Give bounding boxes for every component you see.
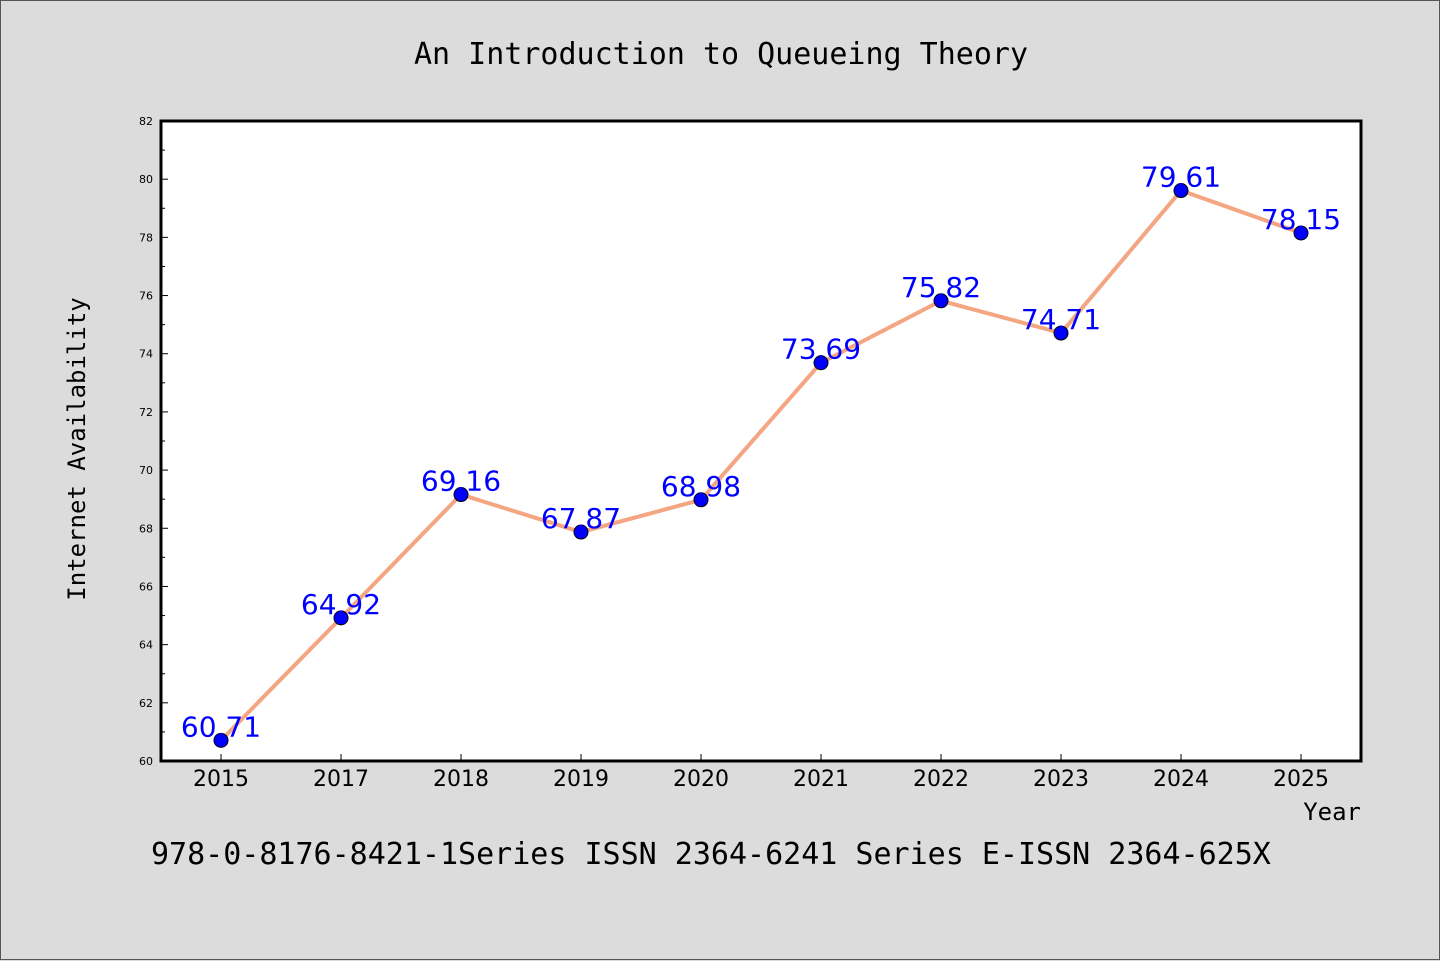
data-point [933, 293, 949, 309]
y-tick-label: 68 [139, 522, 153, 535]
y-tick-label: 82 [139, 115, 153, 128]
data-point [1293, 225, 1309, 241]
data-point [213, 732, 229, 748]
y-axis: 60 62 64 66 68 70 72 74 76 78 80 82 [139, 115, 168, 768]
y-tick-label: 72 [139, 406, 153, 419]
x-axis-label: Year [1303, 798, 1361, 826]
y-tick-label: 70 [139, 464, 153, 477]
y-tick-label: 74 [139, 348, 153, 361]
x-tick-label: 2024 [1153, 767, 1209, 792]
x-tick-label: 2023 [1033, 767, 1089, 792]
data-label: 78.15 [1261, 203, 1341, 236]
data-label: 74.71 [1021, 303, 1101, 336]
plot-area [159, 119, 1363, 763]
data-label: 64.92 [301, 588, 381, 621]
x-tick-label: 2019 [553, 767, 609, 792]
data-point [1053, 325, 1069, 341]
x-tick-label: 2015 [193, 767, 249, 792]
data-point [693, 492, 709, 508]
data-point [573, 524, 589, 540]
y-tick-label: 76 [139, 290, 153, 303]
x-tick-label: 2025 [1273, 767, 1329, 792]
y-tick-label: 62 [139, 697, 153, 710]
y-tick-label: 66 [139, 580, 153, 593]
x-tick-label: 2018 [433, 767, 489, 792]
data-label: 68.98 [661, 470, 741, 503]
y-tick-label: 60 [139, 755, 153, 768]
y-tick-label: 80 [139, 173, 153, 186]
series-layer: 60.71 64.92 69.16 67.87 68.98 73.69 75.82 74.71… [181, 161, 1341, 748]
x-tick-label: 2020 [673, 767, 729, 792]
x-tick-label: 2022 [913, 767, 969, 792]
data-label: 60.71 [181, 710, 261, 743]
data-point [1173, 183, 1189, 199]
y-axis-label: Internet Availability [63, 297, 91, 600]
data-point [453, 487, 469, 503]
data-label: 79.61 [1141, 161, 1221, 194]
y-tick-label: 78 [139, 231, 153, 244]
data-label: 73.69 [781, 333, 861, 366]
x-tick-label: 2017 [313, 767, 369, 792]
series-line [219, 188, 1302, 742]
chart-title: An Introduction to Queueing Theory [414, 37, 1028, 72]
footer-isbn-text: 978-0-8176-8421-1Series ISSN 2364-6241 S… [151, 837, 1271, 872]
y-tick-label: 64 [139, 639, 153, 652]
data-label: 69.16 [421, 465, 501, 498]
data-point [333, 610, 349, 626]
data-point [813, 355, 829, 371]
x-tick-label: 2021 [793, 767, 849, 792]
x-axis: 2015 2017 2018 2019 2020 2021 2022 2023 2024 2025 [193, 754, 1329, 792]
data-label: 75.82 [901, 271, 981, 304]
data-label: 67.87 [541, 502, 621, 535]
